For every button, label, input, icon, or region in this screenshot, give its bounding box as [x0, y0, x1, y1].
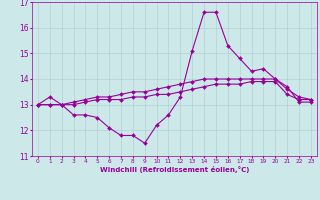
- X-axis label: Windchill (Refroidissement éolien,°C): Windchill (Refroidissement éolien,°C): [100, 166, 249, 173]
